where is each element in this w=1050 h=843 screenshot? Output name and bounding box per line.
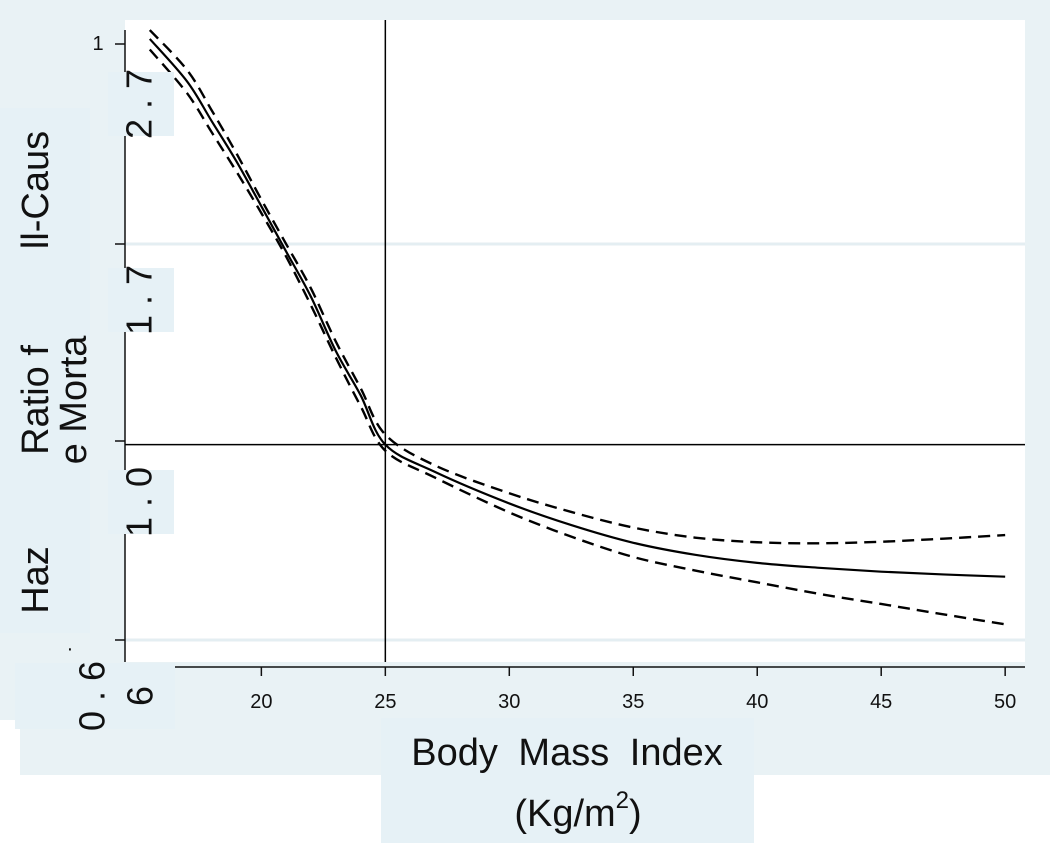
- confidence-bound-line-2: [148, 48, 1006, 626]
- y-tick-label-4: 0 . 6: [72, 661, 113, 731]
- y-tick-label-2: 1 . 7: [119, 265, 160, 335]
- y-tick-label-bottom-stub: ·: [67, 638, 74, 660]
- x-axis-unit-close: ): [629, 793, 642, 835]
- x-tick-label: 25: [374, 691, 396, 713]
- x-tick-label: 20: [250, 691, 272, 713]
- y-tick-label-3: 1 . 0: [119, 467, 160, 537]
- x-axis-unit-base: (Kg/m: [514, 793, 615, 835]
- y-axis-title-right-part: e Morta: [53, 335, 95, 465]
- x-axis-unit-sup: 2: [616, 787, 629, 814]
- x-tick-label: 50: [994, 691, 1016, 713]
- y-axis-title-left-part-1: Haz: [15, 546, 57, 614]
- y-tick-label-1: 2 . 7: [119, 69, 160, 139]
- y-axis-title-left-part-3: ll-Caus: [15, 131, 57, 249]
- x-axis-title: Body Mass Index: [411, 732, 722, 774]
- x-tick-label: 40: [746, 691, 768, 713]
- x-tick-label: 35: [622, 691, 644, 713]
- x-axis-unit: (Kg/m2): [514, 787, 641, 835]
- y-axis-title-left-part-2: Ratio f: [15, 345, 57, 455]
- confidence-bound-line-1: [148, 29, 1006, 545]
- x-tick-label: 45: [870, 691, 892, 713]
- plot-area: [125, 20, 1025, 662]
- y-tick-label-top-stub: 1: [92, 33, 103, 55]
- x-tick-label-0: 6: [120, 686, 161, 706]
- hazard-ratio-line: [148, 38, 1006, 578]
- x-tick-label: 30: [498, 691, 520, 713]
